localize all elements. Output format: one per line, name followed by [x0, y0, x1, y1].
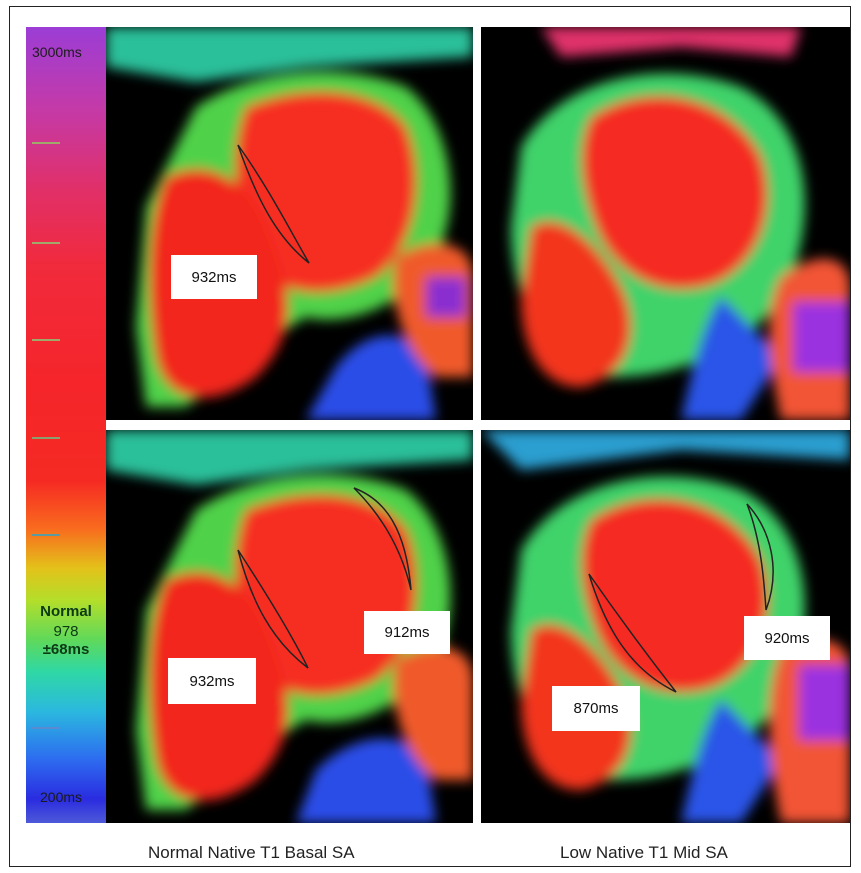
panel-top-right: [481, 27, 850, 420]
panel-bottom-left: 932ms 912ms: [106, 430, 473, 823]
t1-color-scale: 3000ms Normal 978 ±68ms 200ms: [26, 27, 106, 823]
panel-top-left: 932ms: [106, 27, 473, 420]
t1-value-label: 920ms: [744, 616, 830, 660]
caption-left: Normal Native T1 Basal SA: [148, 843, 355, 862]
scale-tick: [32, 242, 60, 244]
panel-bottom-right: 870ms 920ms: [481, 430, 850, 823]
scale-tick: [32, 142, 60, 144]
caption-right: Low Native T1 Mid SA: [560, 843, 728, 862]
normal-range-value: 978: [53, 623, 79, 640]
t1-map-image: [106, 27, 473, 420]
scale-tick: [32, 339, 60, 341]
normal-range-title: Normal: [40, 603, 92, 620]
t1-value-label: 912ms: [364, 611, 450, 654]
scale-max-label: 3000ms: [32, 44, 82, 60]
scale-tick: [32, 437, 60, 439]
scale-tick: [32, 534, 60, 536]
scale-tick: [32, 727, 60, 729]
t1-value-label: 932ms: [171, 255, 257, 299]
scale-min-label: 200ms: [40, 789, 83, 805]
t1-value-label: 870ms: [552, 686, 640, 731]
normal-range-deviation: ±68ms: [42, 641, 90, 658]
t1-value-label: 932ms: [168, 658, 256, 704]
t1-map-image: [481, 27, 850, 420]
